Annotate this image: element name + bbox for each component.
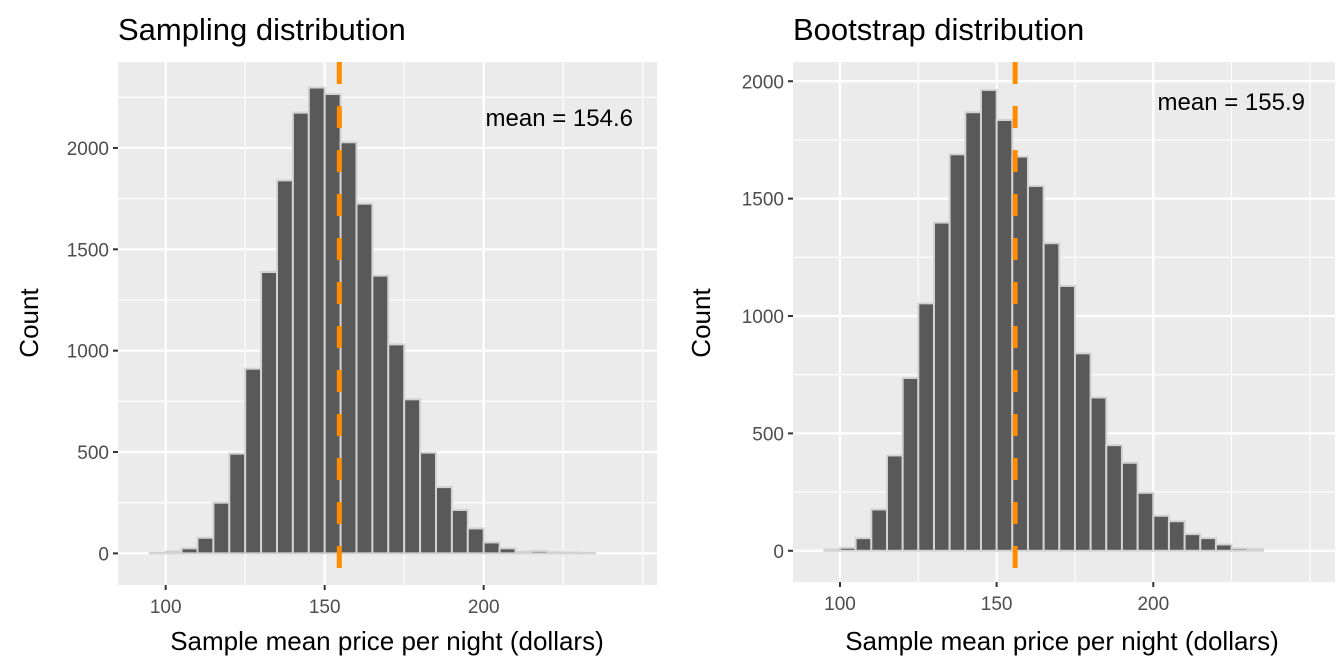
histogram-bar bbox=[1105, 444, 1123, 552]
x-tick-label: 150 bbox=[309, 597, 341, 618]
chart-title: Bootstrap distribution bbox=[793, 12, 1084, 47]
y-axis-title: Count bbox=[14, 288, 44, 358]
histogram-bar bbox=[562, 551, 581, 555]
histogram-bar bbox=[995, 118, 1014, 552]
y-tick-label: 500 bbox=[752, 424, 784, 445]
histogram-bar bbox=[212, 501, 231, 555]
mean-annotation: mean = 155.9 bbox=[1158, 89, 1305, 116]
histogram-bar bbox=[244, 367, 263, 555]
histogram-bar bbox=[870, 508, 888, 552]
histogram-bar bbox=[514, 550, 533, 555]
histogram-bar bbox=[932, 221, 951, 552]
histogram-bar bbox=[275, 179, 294, 555]
histogram-bar bbox=[917, 302, 935, 552]
y-axis-title: Count bbox=[686, 288, 716, 358]
histogram-bar bbox=[1183, 533, 1202, 552]
histogram-bar bbox=[339, 141, 358, 555]
histogram-bar bbox=[228, 452, 247, 555]
histogram-bar bbox=[901, 376, 920, 552]
histogram-bar bbox=[838, 546, 857, 552]
y-tick-label: 500 bbox=[77, 443, 109, 464]
histogram-bar bbox=[1214, 543, 1233, 552]
plot-area bbox=[793, 62, 1335, 582]
histogram-bar bbox=[1042, 242, 1061, 552]
y-tick-label: 1000 bbox=[67, 342, 109, 363]
x-tick-label: 100 bbox=[824, 594, 856, 615]
y-tick-label: 2000 bbox=[742, 72, 784, 93]
histogram-bar bbox=[1246, 548, 1264, 552]
sampling-distribution-panel: Sampling distribution Sample mean price … bbox=[14, 12, 657, 656]
histogram-bar bbox=[885, 454, 904, 552]
y-tick-label: 1500 bbox=[67, 240, 109, 261]
histogram-bar bbox=[530, 549, 549, 555]
histogram-bar bbox=[948, 153, 967, 552]
histogram-bar bbox=[546, 551, 565, 555]
y-tick-label: 1500 bbox=[742, 190, 784, 211]
histogram-bar bbox=[403, 398, 422, 555]
histogram-bar bbox=[1136, 491, 1155, 552]
histogram-bar bbox=[1073, 352, 1092, 552]
histogram-bar bbox=[291, 111, 310, 555]
histogram-bar bbox=[1120, 461, 1139, 552]
histogram-bar bbox=[1058, 284, 1076, 552]
histogram-bar bbox=[387, 343, 406, 555]
y-tick-label: 0 bbox=[773, 542, 784, 563]
y-tick-label: 2000 bbox=[67, 139, 109, 160]
histogram-bar bbox=[196, 536, 215, 555]
histogram-bar bbox=[434, 486, 453, 555]
y-tick-label: 1000 bbox=[742, 307, 784, 328]
histogram-bar bbox=[466, 527, 485, 555]
x-tick-label: 200 bbox=[468, 597, 500, 618]
histogram-bar bbox=[371, 274, 390, 555]
histogram-bar bbox=[450, 508, 469, 555]
x-tick-label: 100 bbox=[150, 597, 182, 618]
histogram-bar bbox=[1152, 514, 1170, 552]
histogram-bar bbox=[260, 271, 278, 555]
histogram-bar bbox=[823, 548, 841, 552]
histogram-bar bbox=[355, 202, 374, 555]
histogram-bar bbox=[498, 547, 517, 555]
x-tick-label: 200 bbox=[1137, 594, 1169, 615]
y-tick-label: 0 bbox=[98, 544, 109, 565]
histogram-bar bbox=[964, 111, 982, 552]
histogram-bar bbox=[180, 547, 199, 555]
mean-annotation: mean = 154.6 bbox=[486, 105, 633, 132]
chart-title: Sampling distribution bbox=[118, 12, 406, 47]
histogram-bar bbox=[307, 86, 326, 555]
histogram-bar bbox=[164, 550, 183, 555]
bootstrap-distribution-panel: Bootstrap distribution Sample mean price… bbox=[686, 12, 1335, 656]
x-axis-title: Sample mean price per night (dollars) bbox=[170, 626, 604, 656]
histogram-bar bbox=[1026, 184, 1045, 552]
x-axis-title: Sample mean price per night (dollars) bbox=[845, 626, 1279, 656]
histogram-bar bbox=[482, 541, 501, 555]
histogram-bar bbox=[1230, 547, 1249, 552]
histogram-bar bbox=[1167, 520, 1186, 552]
histogram-bar bbox=[1199, 537, 1217, 552]
histogram-bar bbox=[854, 537, 873, 552]
histogram-bar bbox=[979, 88, 998, 552]
histogram-bar bbox=[1089, 396, 1108, 552]
plot-area bbox=[118, 62, 657, 585]
histogram-bar bbox=[419, 451, 437, 555]
x-tick-label: 150 bbox=[981, 594, 1013, 615]
